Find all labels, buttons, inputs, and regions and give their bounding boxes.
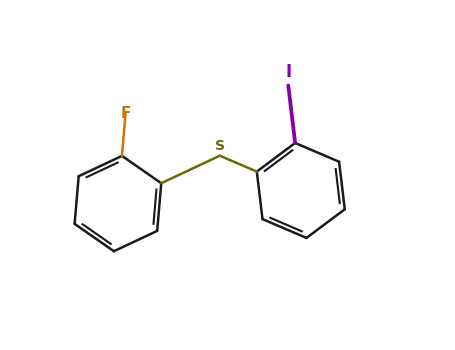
- Text: S: S: [215, 139, 225, 153]
- Text: F: F: [121, 106, 131, 121]
- Text: I: I: [285, 63, 291, 80]
